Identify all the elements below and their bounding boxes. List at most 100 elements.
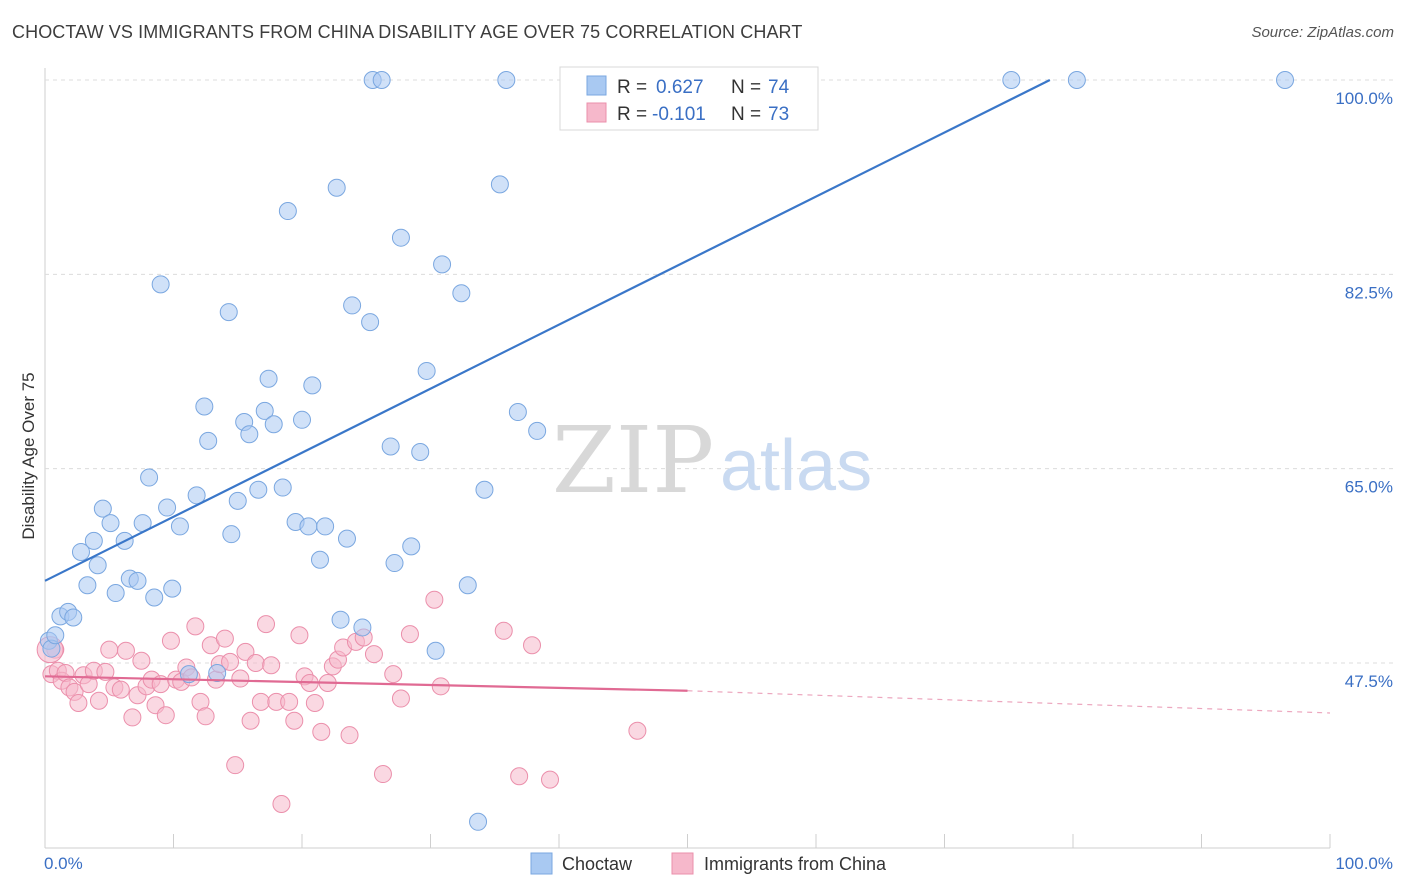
data-point xyxy=(426,641,445,660)
bottom-legend: Choctaw Immigrants from China xyxy=(530,852,887,875)
data-point xyxy=(128,571,147,590)
x-axis-ticks xyxy=(44,834,1331,848)
data-point xyxy=(228,491,247,510)
x-tick-label-max: 100.0% xyxy=(1335,854,1393,873)
data-point xyxy=(331,610,350,629)
y-axis-label: Disability Age Over 75 xyxy=(19,372,38,539)
data-point xyxy=(215,629,234,648)
trend-lines xyxy=(44,79,1331,714)
data-point xyxy=(411,443,430,462)
data-point xyxy=(628,721,647,740)
trend-line-china xyxy=(44,675,688,692)
data-point xyxy=(96,662,115,681)
data-point xyxy=(372,71,391,89)
data-point xyxy=(278,202,297,221)
data-point xyxy=(384,665,403,684)
data-point xyxy=(100,640,119,659)
data-point xyxy=(452,284,471,303)
data-point xyxy=(156,706,175,725)
data-point xyxy=(273,478,292,497)
data-point xyxy=(145,588,164,607)
data-point xyxy=(151,275,170,294)
legend-r-label-2: R = xyxy=(617,104,647,125)
data-point xyxy=(101,514,120,533)
data-point xyxy=(71,542,90,561)
data-point xyxy=(170,517,189,536)
data-point xyxy=(255,401,274,420)
data-point xyxy=(106,584,125,603)
data-point xyxy=(222,525,241,544)
data-point xyxy=(179,665,198,684)
data-point xyxy=(285,711,304,730)
legend-n-value-1: 74 xyxy=(768,77,790,98)
data-point xyxy=(163,579,182,598)
data-point xyxy=(272,795,291,814)
data-point xyxy=(249,480,268,499)
data-point xyxy=(293,410,311,429)
bottom-legend-swatch-choctaw xyxy=(530,852,553,875)
data-point xyxy=(93,499,112,518)
data-point xyxy=(246,654,265,672)
data-point xyxy=(523,636,542,655)
y-tick-label: 100.0% xyxy=(1335,89,1393,108)
data-point xyxy=(262,656,281,675)
data-point xyxy=(69,693,88,712)
data-point xyxy=(340,726,359,745)
legend-r-value-2: -0.101 xyxy=(652,104,706,125)
data-point xyxy=(123,708,142,727)
chart-title: CHOCTAW VS IMMIGRANTS FROM CHINA DISABIL… xyxy=(12,22,803,42)
data-point xyxy=(402,537,421,556)
gridlines xyxy=(45,79,1393,664)
legend-r-value-1: 0.627 xyxy=(656,77,704,98)
data-point xyxy=(475,480,494,499)
source-label: Source: ZipAtlas.com xyxy=(1251,24,1394,41)
data-point xyxy=(528,421,547,440)
data-point xyxy=(433,255,452,274)
data-point xyxy=(257,615,276,634)
data-point xyxy=(305,693,324,712)
data-point xyxy=(490,175,509,194)
data-point xyxy=(64,608,83,627)
data-point xyxy=(236,642,255,661)
data-point xyxy=(241,711,260,730)
legend-n-label-1: N = xyxy=(731,77,761,98)
data-point xyxy=(84,531,103,550)
data-point xyxy=(494,621,513,640)
data-point xyxy=(251,692,270,711)
legend-swatch-choctaw xyxy=(586,75,607,96)
trend-line-choctaw xyxy=(44,79,1051,582)
watermark-zip: ZIP xyxy=(552,407,714,514)
data-point xyxy=(1276,71,1295,89)
data-point xyxy=(385,554,404,573)
data-point xyxy=(1067,71,1086,89)
data-point xyxy=(327,178,346,197)
data-point xyxy=(400,625,419,644)
data-point xyxy=(116,641,135,660)
data-point xyxy=(187,486,206,505)
data-point xyxy=(158,498,177,517)
data-point xyxy=(219,303,238,322)
data-point xyxy=(1002,71,1021,89)
data-point xyxy=(199,431,218,450)
data-point xyxy=(89,691,108,710)
data-point xyxy=(221,652,240,671)
legend-box: R = 0.627 N = 74 R = -0.101 N = 73 xyxy=(559,66,819,131)
data-point xyxy=(140,468,159,487)
legend-r-label-1: R = xyxy=(617,77,647,98)
data-point xyxy=(381,437,400,456)
data-point xyxy=(195,397,214,416)
data-point xyxy=(161,631,180,650)
data-point xyxy=(46,626,65,645)
bottom-legend-choctaw: Choctaw xyxy=(562,854,633,874)
watermark-atlas: atlas xyxy=(720,426,872,506)
y-tick-label: 65.0% xyxy=(1345,478,1393,497)
y-tick-label: 47.5% xyxy=(1345,672,1393,691)
data-point xyxy=(541,770,560,789)
trend-line-china-extension xyxy=(687,690,1331,714)
data-point xyxy=(264,415,283,434)
data-point xyxy=(391,228,410,247)
data-point xyxy=(353,618,372,637)
data-point xyxy=(78,576,97,595)
data-point xyxy=(259,369,278,388)
data-point xyxy=(226,756,245,775)
